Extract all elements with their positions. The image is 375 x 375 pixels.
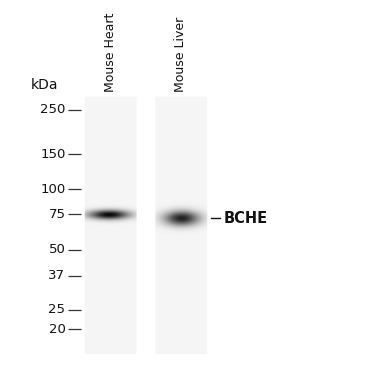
Text: 100: 100 [40,183,66,196]
Text: 37: 37 [48,269,66,282]
Text: 150: 150 [40,148,66,161]
Text: 20: 20 [49,323,66,336]
Text: BCHE: BCHE [224,210,268,225]
Text: 250: 250 [40,104,66,116]
Text: 75: 75 [48,208,66,221]
Text: 50: 50 [49,243,66,256]
Text: 25: 25 [48,303,66,316]
Text: Mouse Heart: Mouse Heart [104,13,117,92]
Text: Mouse Liver: Mouse Liver [174,17,188,92]
Text: kDa: kDa [30,78,58,92]
